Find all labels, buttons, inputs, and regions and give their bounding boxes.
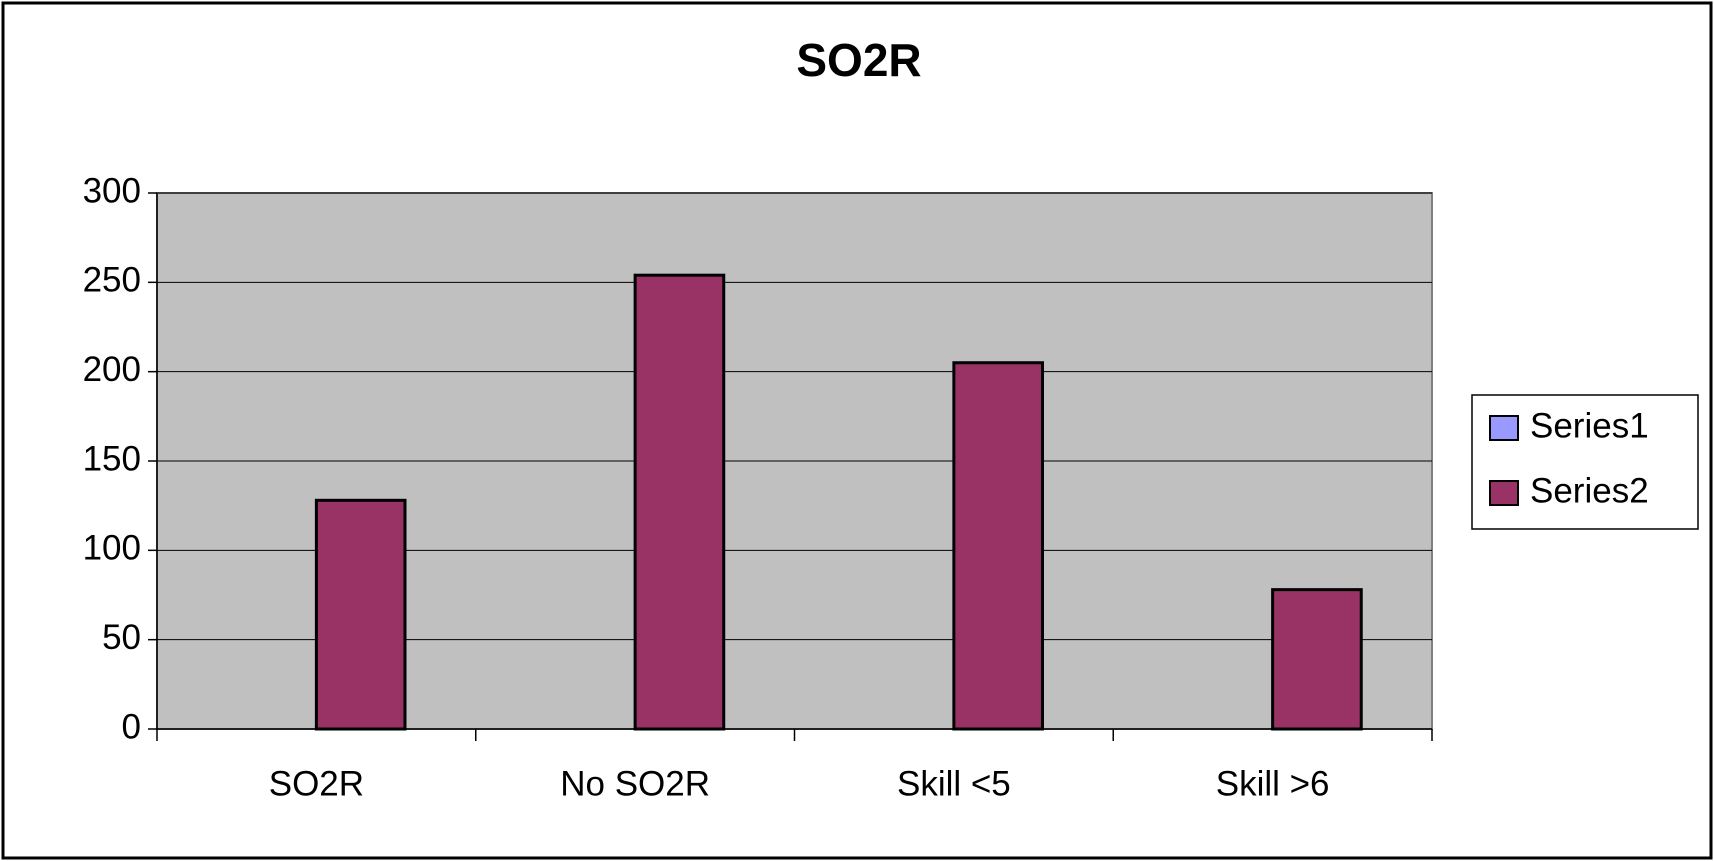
y-tick-label: 50	[102, 618, 141, 657]
y-tick-label: 250	[83, 261, 141, 300]
x-tick-label: No SO2R	[560, 764, 710, 803]
y-tick-label: 200	[83, 350, 141, 389]
x-tick-label: SO2R	[269, 764, 364, 803]
y-tick-label: 150	[83, 439, 141, 478]
y-tick-label: 0	[122, 707, 141, 746]
legend-swatch	[1489, 480, 1519, 506]
bar	[314, 498, 407, 731]
x-tick-label: Skill >6	[1216, 764, 1330, 803]
x-tick-label: Skill <5	[897, 764, 1011, 803]
y-tick-label: 300	[83, 171, 141, 210]
legend-label: Series1	[1530, 406, 1649, 445]
y-tick-label: 100	[83, 529, 141, 568]
bar	[1271, 588, 1363, 731]
legend-label: Series2	[1530, 471, 1649, 510]
legend-swatch	[1489, 415, 1519, 441]
chart-title: SO2R	[796, 34, 921, 86]
bar	[633, 273, 726, 731]
bar	[952, 361, 1044, 731]
